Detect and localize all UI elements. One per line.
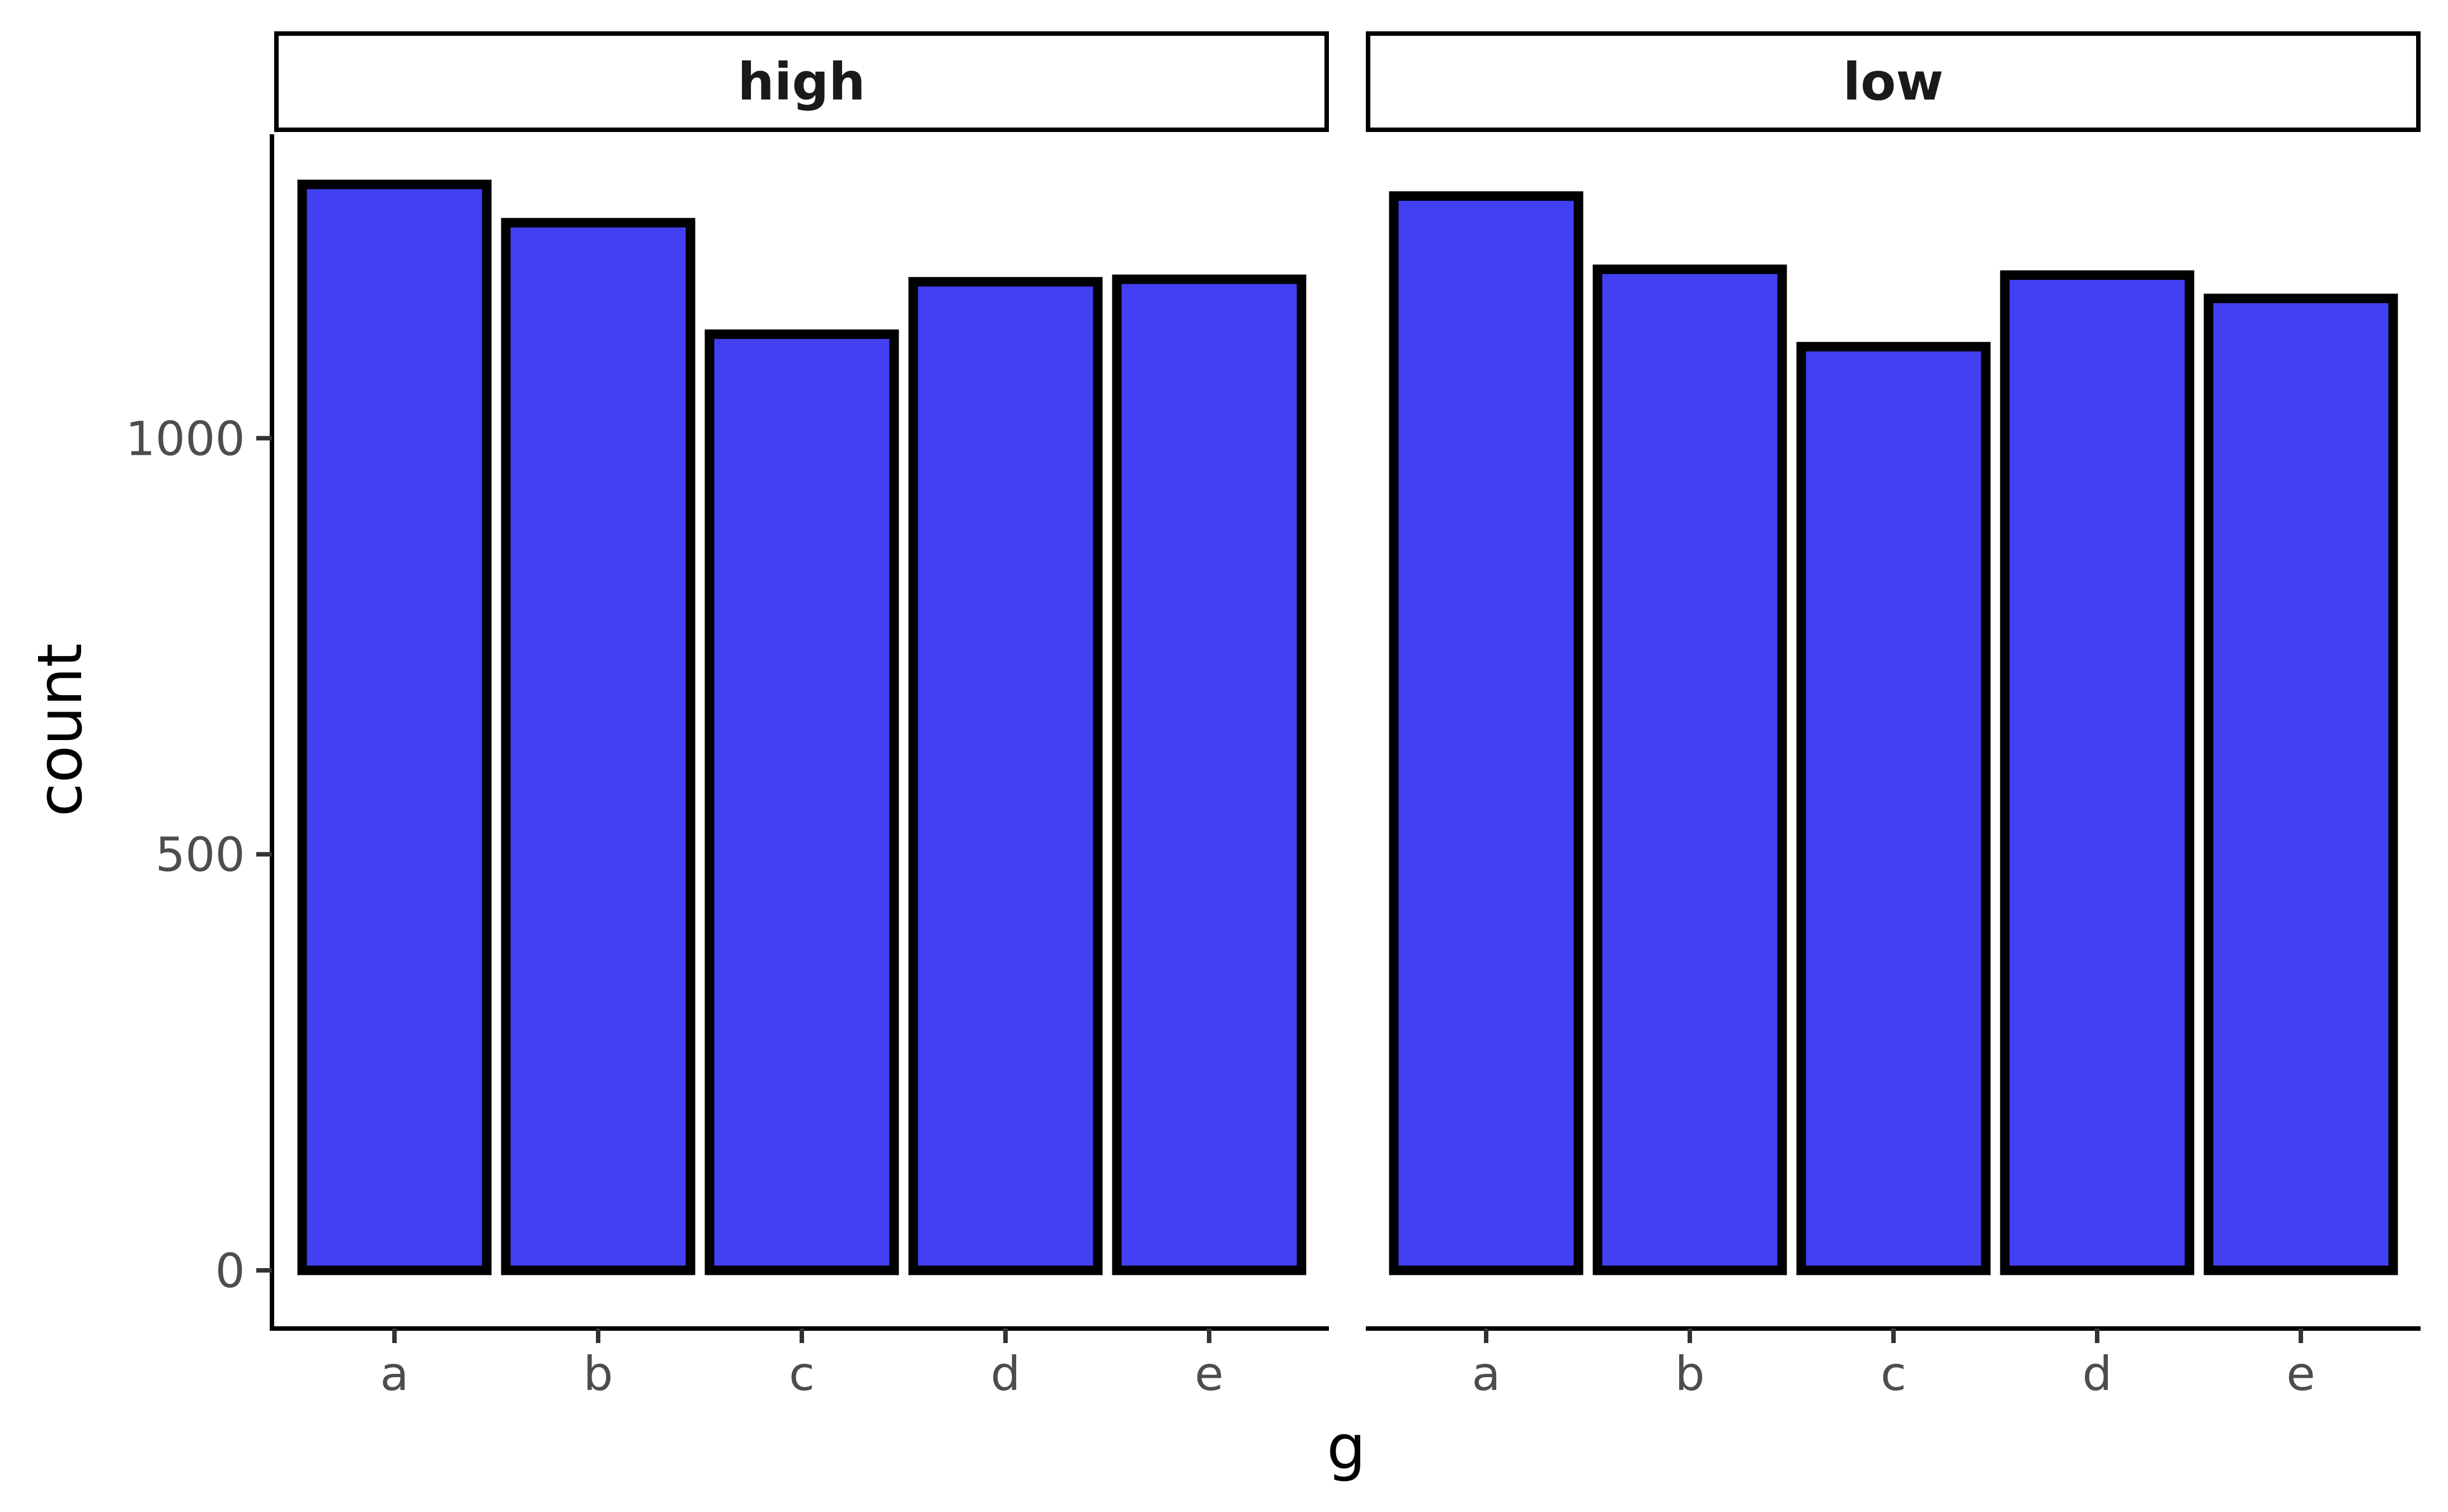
- bar-high-e: [1112, 274, 1307, 1275]
- facet-panel-high: high a b c d e: [274, 31, 1329, 1401]
- x-tick-label-c: c: [1881, 1346, 1906, 1401]
- bar-high-b: [501, 218, 696, 1275]
- x-tick-label-e: e: [2286, 1346, 2315, 1401]
- x-tick-label-d: d: [990, 1346, 1020, 1401]
- bar-low-b: [1592, 264, 1787, 1275]
- facet-strip-low: [1366, 31, 2421, 132]
- facet-panel-low: low a b c d e: [1366, 31, 2421, 1401]
- y-tick-label-1000: 1000: [125, 411, 245, 466]
- bar-low-a: [1389, 191, 1584, 1275]
- bar-low-e: [2203, 293, 2398, 1275]
- facet-strip-label: high: [737, 52, 865, 112]
- bar-high-d: [908, 277, 1103, 1275]
- bar-low-d: [2000, 270, 2195, 1275]
- x-tick-label-a: a: [1472, 1346, 1500, 1401]
- x-tick-label-b: b: [583, 1346, 613, 1401]
- panels-layer: high a b c d e low a b c d e: [274, 31, 2421, 1401]
- x-tick-label-b: b: [1675, 1346, 1704, 1401]
- facet-strip-high: [274, 31, 1329, 132]
- x-axis-title: g: [1327, 1411, 1366, 1483]
- x-tick-label-a: a: [380, 1346, 408, 1401]
- x-tick-label-d: d: [2082, 1346, 2112, 1401]
- y-tick-label-0: 0: [215, 1243, 245, 1298]
- x-tick-label-e: e: [1195, 1346, 1224, 1401]
- bar-high-c: [704, 329, 899, 1275]
- y-axis-title: count: [24, 643, 96, 817]
- facet-strip-label: low: [1843, 52, 1944, 112]
- bar-high-a: [297, 180, 492, 1275]
- y-tick-label-500: 500: [156, 827, 245, 882]
- bar-low-c: [1796, 342, 1991, 1275]
- x-tick-label-c: c: [789, 1346, 815, 1401]
- y-axis: 0 500 1000: [125, 134, 274, 1331]
